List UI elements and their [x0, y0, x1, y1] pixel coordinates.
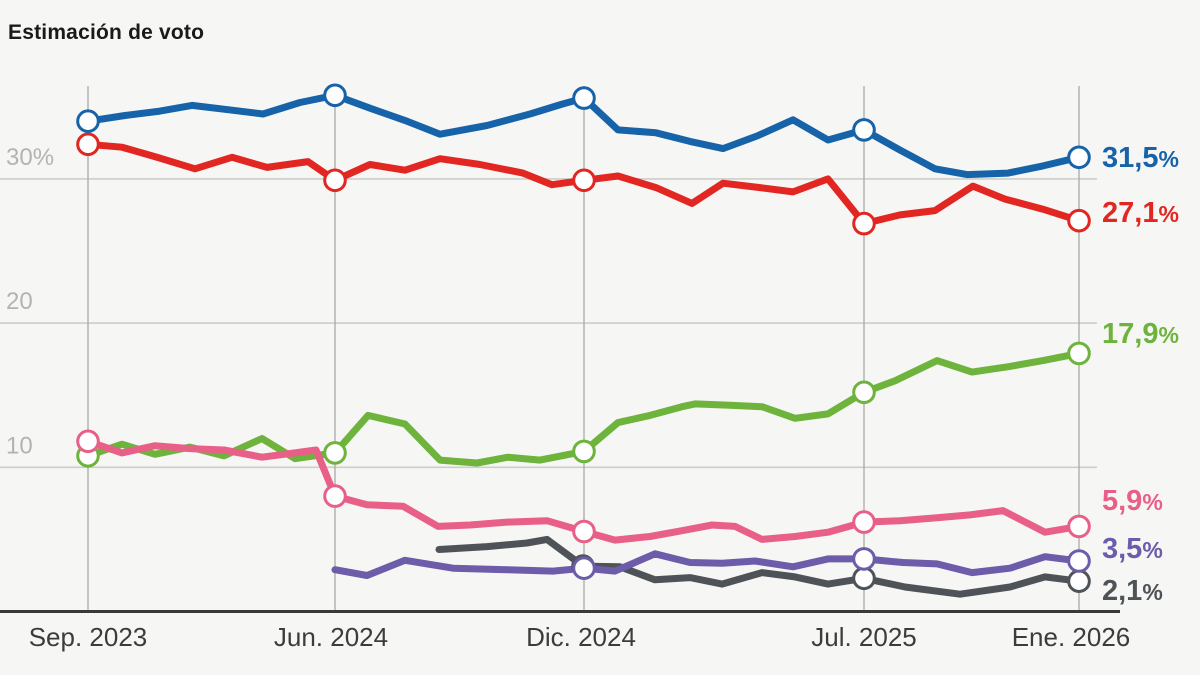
x-axis-tick-label: Dic. 2024 [526, 622, 636, 652]
data-point-marker-pink [323, 484, 347, 508]
data-point-marker-pink [852, 510, 876, 534]
y-axis-tick-label: 20 [6, 288, 33, 315]
end-value-label-purple: 3,5% [1102, 533, 1163, 565]
data-point-marker-blue [76, 109, 100, 133]
data-point-marker-purple [572, 556, 596, 581]
end-value-label-blue: 31,5% [1102, 142, 1179, 174]
data-point-marker-red [1067, 208, 1091, 233]
series-line-purple [331, 550, 1083, 579]
data-point-marker-blue [1067, 145, 1091, 170]
data-point-marker-gray [1067, 569, 1091, 594]
x-axis-tick-label: Ene. 2026 [1012, 622, 1131, 652]
data-point-marker-red [323, 168, 347, 193]
data-point-marker-green [323, 441, 347, 465]
data-point-marker-red [572, 168, 596, 193]
data-point-marker-pink [572, 519, 596, 544]
data-point-marker-blue [852, 118, 876, 142]
data-point-marker-purple [852, 547, 876, 571]
y-axis-tick-label: 10 [6, 432, 33, 459]
data-point-marker-blue [323, 83, 347, 108]
data-point-marker-purple [1067, 549, 1091, 573]
chart-title: Estimación de voto [8, 21, 205, 44]
x-axis-tick-label: Sep. 2023 [29, 622, 148, 652]
data-point-marker-red [852, 211, 876, 236]
end-value-label-red: 27,1% [1102, 197, 1179, 229]
series-line-gray [435, 535, 1083, 598]
data-point-marker-gray [852, 566, 876, 591]
data-point-marker-blue [572, 86, 596, 110]
series-line-green [84, 349, 1083, 467]
x-axis-tick-label: Jul. 2025 [811, 622, 917, 652]
end-value-label-green: 17,9% [1102, 318, 1179, 350]
data-point-marker-pink [1067, 514, 1091, 539]
data-point-marker-green [852, 380, 876, 405]
data-point-marker-red [76, 132, 100, 157]
data-point-marker-pink [76, 429, 100, 454]
data-point-marker-green [1067, 341, 1091, 366]
y-axis-tick-label: 30% [6, 144, 54, 171]
end-value-label-pink: 5,9% [1102, 485, 1163, 517]
x-axis-tick-label: Jun. 2024 [274, 622, 388, 652]
end-value-label-gray: 2,1% [1102, 575, 1163, 607]
data-point-marker-green [572, 439, 596, 464]
